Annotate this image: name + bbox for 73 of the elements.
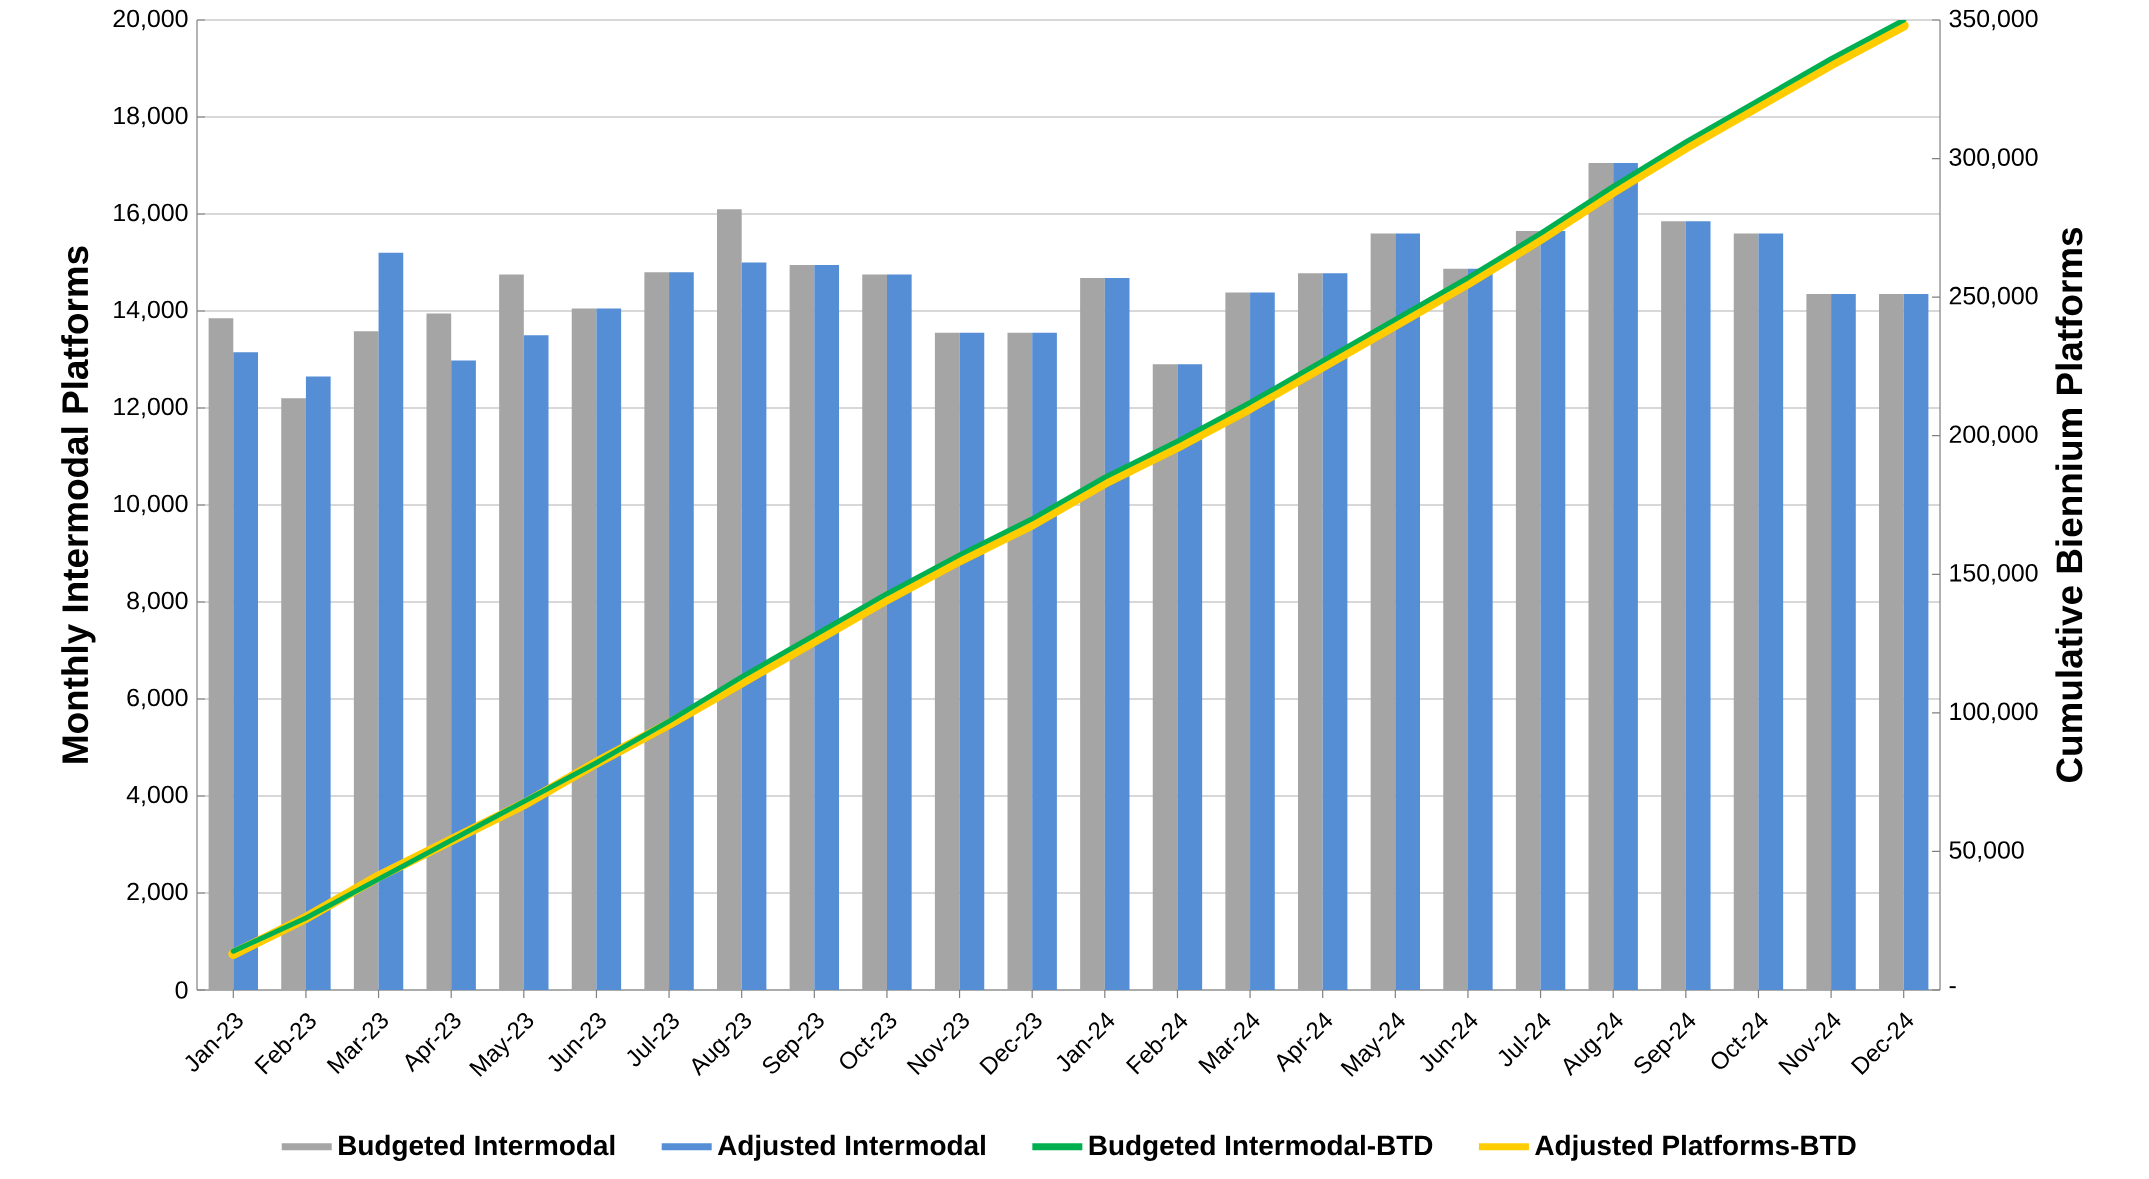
bar: [1588, 163, 1614, 990]
y2-tick-label: 250,000: [1949, 286, 2038, 308]
bar: [233, 352, 258, 990]
y2-tick-label: 50,000: [1949, 841, 2024, 862]
bar: [1104, 278, 1130, 990]
legend-label: Adjusted Intermodal: [717, 1134, 985, 1161]
y-tick-label: 12,000: [114, 397, 188, 419]
y2-tick-label: 350,000: [1949, 9, 2038, 31]
bar: [1613, 163, 1638, 990]
bar: [1007, 332, 1033, 990]
legend-label: Budgeted Intermodal: [339, 1134, 615, 1161]
bar: [1831, 294, 1856, 990]
bar: [934, 332, 960, 990]
bar: [1322, 273, 1348, 990]
y-tick-label: 0: [175, 981, 188, 999]
bar: [1177, 364, 1203, 990]
bar: [208, 318, 234, 990]
legend-label: Adjusted Platforms-BTD: [1535, 1134, 1856, 1161]
bar: [1879, 294, 1904, 990]
y-tick-label: 4,000: [126, 785, 188, 807]
bar: [523, 335, 549, 990]
bar: [1467, 268, 1493, 990]
bar: [1443, 268, 1468, 990]
bar: [499, 274, 524, 990]
bar: [281, 398, 306, 990]
bar: [814, 264, 840, 990]
bar: [1540, 230, 1566, 990]
bar: [1733, 233, 1759, 990]
bar: [571, 308, 597, 990]
bar: [426, 313, 452, 990]
y2-tick-label: 300,000: [1949, 148, 2038, 169]
y-tick-label: 8,000: [127, 591, 188, 613]
bar: [1298, 273, 1323, 990]
bar: [717, 209, 742, 990]
bar: [1515, 230, 1541, 990]
y2-tick-label: 200,000: [1949, 425, 2038, 446]
bar: [305, 376, 331, 990]
bar: [1903, 294, 1929, 990]
y-tick-label: 20,000: [113, 9, 188, 31]
bar: [669, 272, 694, 990]
bar: [1395, 233, 1421, 990]
y-tick-label: 10,000: [114, 494, 188, 516]
bar: [959, 332, 985, 990]
bar: [353, 331, 379, 990]
bar: [1250, 292, 1275, 990]
bar: [1080, 278, 1105, 990]
bar: [789, 264, 815, 990]
y-tick-label: 2,000: [127, 882, 188, 904]
bar: [1032, 332, 1057, 990]
y-tick-label: 14,000: [114, 300, 188, 322]
bar: [1370, 233, 1396, 990]
bar: [1152, 364, 1178, 990]
y-tick-label: 18,000: [114, 106, 188, 128]
bar: [1685, 221, 1711, 990]
y2-tick-label: 100,000: [1950, 702, 2038, 724]
y-axis-title: Monthly Intermodal Platforms: [61, 246, 96, 763]
bar: [1758, 233, 1784, 990]
bar: [378, 252, 404, 990]
y-tick-label: 16,000: [114, 203, 188, 225]
bar: [1225, 292, 1251, 990]
bar: [1661, 221, 1686, 990]
y2-tick-label: -: [1949, 986, 1956, 989]
y-tick-label: 6,000: [127, 688, 188, 710]
y2-axis-title: Cumulative Biennium Platforms: [2055, 227, 2083, 783]
bar: [596, 308, 622, 990]
bar: [741, 262, 767, 990]
legend-label: Budgeted Intermodal-BTD: [1089, 1134, 1433, 1161]
bar: [451, 360, 476, 990]
bar: [862, 274, 887, 990]
bar: [886, 274, 912, 990]
bar: [644, 272, 670, 990]
bar: [1806, 294, 1832, 990]
y2-tick-label: 150,000: [1950, 564, 2038, 585]
